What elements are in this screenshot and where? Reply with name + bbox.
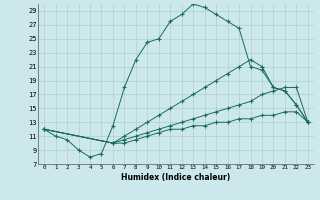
X-axis label: Humidex (Indice chaleur): Humidex (Indice chaleur) bbox=[121, 173, 231, 182]
